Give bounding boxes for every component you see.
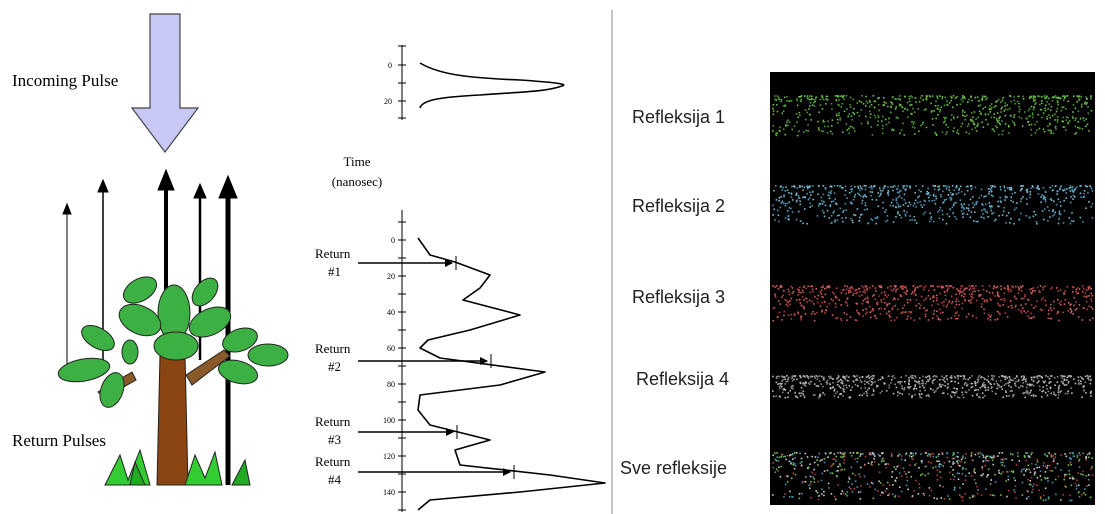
tick-label: 0 xyxy=(388,61,392,70)
tick-label: 100 xyxy=(383,416,395,425)
return-label: #4 xyxy=(328,472,342,487)
tick-label: 120 xyxy=(383,452,395,461)
tick-label: 20 xyxy=(387,272,395,281)
tick-label: 80 xyxy=(387,380,395,389)
time-label: (nanosec) xyxy=(332,174,383,189)
reflection-label: Sve refleksije xyxy=(620,458,727,478)
incoming-label: Incoming Pulse xyxy=(12,71,118,90)
reflection-label: Refleksija 3 xyxy=(632,287,725,307)
lidar-image xyxy=(770,72,1095,505)
waveform xyxy=(402,45,605,512)
return-label: #3 xyxy=(328,432,341,447)
return-label: Return xyxy=(315,454,351,469)
return-label: Return xyxy=(315,246,351,261)
reflection-label: Refleksija 2 xyxy=(632,196,725,216)
return-label: Return xyxy=(315,414,351,429)
tick-label: 140 xyxy=(383,488,395,497)
return-label: Return xyxy=(315,341,351,356)
returns-label: Return Pulses xyxy=(12,431,106,450)
incoming-arrow xyxy=(132,14,198,152)
time-label: Time xyxy=(344,154,371,169)
tick-label: 0 xyxy=(391,236,395,245)
return-label: #1 xyxy=(328,264,341,279)
reflection-label: Refleksija 4 xyxy=(636,369,729,389)
return-label: #2 xyxy=(328,359,341,374)
tick-label: 40 xyxy=(387,308,395,317)
tree xyxy=(56,271,288,485)
reflection-label: Refleksija 1 xyxy=(632,107,725,127)
tick-label: 60 xyxy=(387,344,395,353)
tick-label: 20 xyxy=(384,97,392,106)
